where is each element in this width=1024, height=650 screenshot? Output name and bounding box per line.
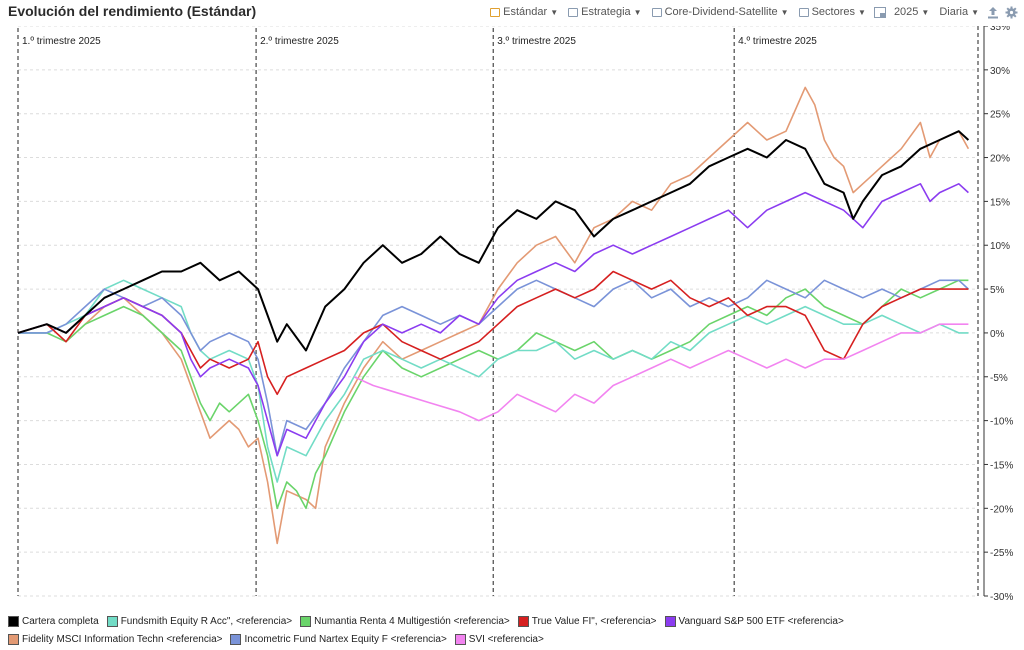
year-label: 2025 [893, 6, 919, 18]
chart-legend: Cartera completa Fundsmith Equity R Acc",… [8, 612, 844, 648]
legend-item[interactable]: Cartera completa [8, 615, 99, 627]
series-line [18, 279, 969, 510]
chart-toolbar: Estándar ▼ Estrategia ▼ Core-Dividend-Sa… [487, 5, 1018, 19]
quarter-label: 4.º trimestre 2025 [738, 36, 817, 47]
series-line [17, 130, 970, 352]
legend-label: True Value FI", <referencia> [531, 615, 657, 627]
chevron-down-icon: ▼ [921, 7, 930, 17]
y-tick-label: -15% [990, 460, 1013, 471]
frequency-select[interactable]: Diaria ▼ [936, 6, 982, 18]
legend-item[interactable]: Fundsmith Equity R Acc", <referencia> [106, 615, 293, 627]
y-tick-label: 15% [990, 197, 1010, 208]
window-icon[interactable] [873, 5, 887, 19]
legend-swatch [517, 615, 529, 627]
y-tick-label: -25% [990, 548, 1013, 559]
legend-swatch [300, 615, 312, 627]
year-select[interactable]: 2025 ▼ [891, 6, 932, 18]
quarter-label: 3.º trimestre 2025 [497, 36, 576, 47]
legend-item[interactable]: True Value FI", <referencia> [517, 615, 657, 627]
y-tick-label: -10% [990, 417, 1013, 428]
chart-title: Evolución del rendimiento (Estándar) [8, 3, 257, 19]
quarter-label: 1.º trimestre 2025 [22, 36, 101, 47]
legend-swatch [664, 615, 676, 627]
export-icon[interactable] [986, 5, 1000, 19]
chevron-down-icon: ▼ [550, 7, 559, 17]
legend-item[interactable]: Incometric Fund Nartex Equity F <referen… [230, 633, 447, 645]
frequency-label: Diaria [939, 6, 969, 18]
chevron-down-icon: ▼ [633, 7, 642, 17]
y-tick-label: 10% [990, 241, 1010, 252]
gear-icon[interactable] [1004, 5, 1018, 19]
legend-item[interactable]: Numantia Renta 4 Multigestión <referenci… [300, 615, 510, 627]
legend-item[interactable]: Fidelity MSCI Information Techn <referen… [8, 633, 223, 645]
legend-swatch [106, 615, 118, 627]
y-tick-label: 35% [990, 26, 1010, 33]
legend-swatch [8, 615, 19, 627]
legend-label: Incometric Fund Nartex Equity F <referen… [244, 633, 447, 645]
legend-label: Numantia Renta 4 Multigestión <referenci… [314, 615, 510, 627]
legend-label: Vanguard S&P 500 ETF <referencia> [678, 615, 844, 627]
legend-swatch [230, 633, 242, 645]
performance-chart[interactable]: 35% 30% 25% 20% 15% 10% 5% 0% -5% -10% -15% -20% -25… [0, 26, 1024, 608]
y-tick-label: -20% [990, 504, 1013, 515]
legend-swatch [454, 633, 466, 645]
view-icon [651, 7, 662, 17]
legend-row: Fidelity MSCI Information Techn <referen… [8, 630, 844, 648]
quarter-label: 2.º trimestre 2025 [260, 36, 339, 47]
y-tick-label: 0% [990, 329, 1005, 340]
view-core-dividend-satellite-button[interactable]: Core-Dividend-Satellite ▼ [649, 6, 792, 18]
y-tick-label: 20% [990, 154, 1010, 165]
y-tick-label: -30% [990, 592, 1013, 603]
chevron-down-icon: ▼ [858, 7, 866, 17]
view-estrategia-button[interactable]: Estrategia ▼ [565, 6, 644, 18]
view-estrategia-label: Estrategia [581, 6, 631, 18]
y-tick-label: -5% [990, 373, 1008, 384]
view-icon [568, 7, 579, 17]
view-icon [490, 7, 501, 17]
chevron-down-icon: ▼ [780, 7, 789, 17]
legend-row: Cartera completa Fundsmith Equity R Acc",… [8, 612, 844, 630]
view-icon [798, 7, 809, 17]
series-line [17, 183, 969, 457]
legend-label: Fundsmith Equity R Acc", <referencia> [120, 615, 293, 627]
legend-swatch [8, 633, 19, 645]
view-estandar-label: Estándar [503, 6, 548, 18]
y-tick-label: 30% [990, 66, 1010, 77]
y-tick-label: 5% [990, 285, 1005, 296]
legend-label: Fidelity MSCI Information Techn <referen… [22, 633, 223, 645]
series-line [17, 270, 969, 396]
view-core-label: Core-Dividend-Satellite [664, 6, 778, 18]
view-sectores-label: Sectores [811, 6, 856, 18]
legend-item[interactable]: Vanguard S&P 500 ETF <referencia> [664, 615, 844, 627]
series-line [353, 323, 969, 422]
view-sectores-button[interactable]: Sectores ▼ [796, 6, 869, 18]
view-estandar-button[interactable]: Estándar ▼ [487, 6, 561, 18]
legend-label: Cartera completa [22, 615, 99, 627]
legend-item[interactable]: SVI <referencia> [454, 633, 544, 645]
chevron-down-icon: ▼ [971, 7, 979, 17]
legend-label: SVI <referencia> [468, 633, 544, 645]
y-tick-label: 25% [990, 110, 1010, 121]
